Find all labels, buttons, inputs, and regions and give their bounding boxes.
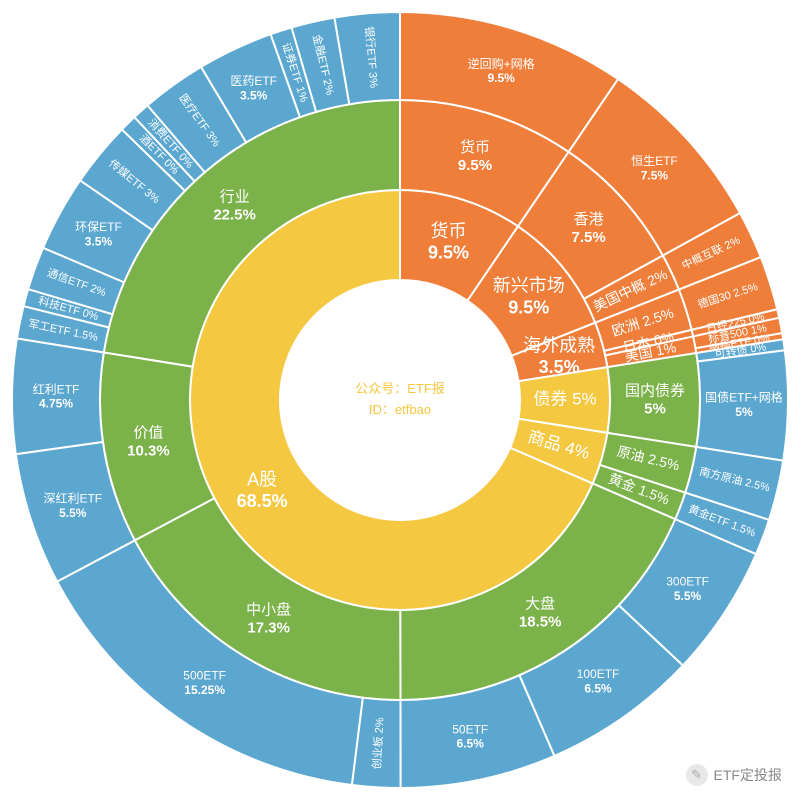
center-line-1: 公众号：ETF报 <box>355 379 445 400</box>
slice <box>12 339 104 455</box>
footer: ✎ ETF定投报 <box>686 764 782 786</box>
slice <box>607 353 700 447</box>
center-line-2: ID：etfbao <box>355 400 445 421</box>
wechat-icon: ✎ <box>686 764 708 786</box>
slice <box>696 350 788 460</box>
footer-text: ETF定投报 <box>714 765 782 785</box>
center-caption: 公众号：ETF报 ID：etfbao <box>355 379 445 421</box>
